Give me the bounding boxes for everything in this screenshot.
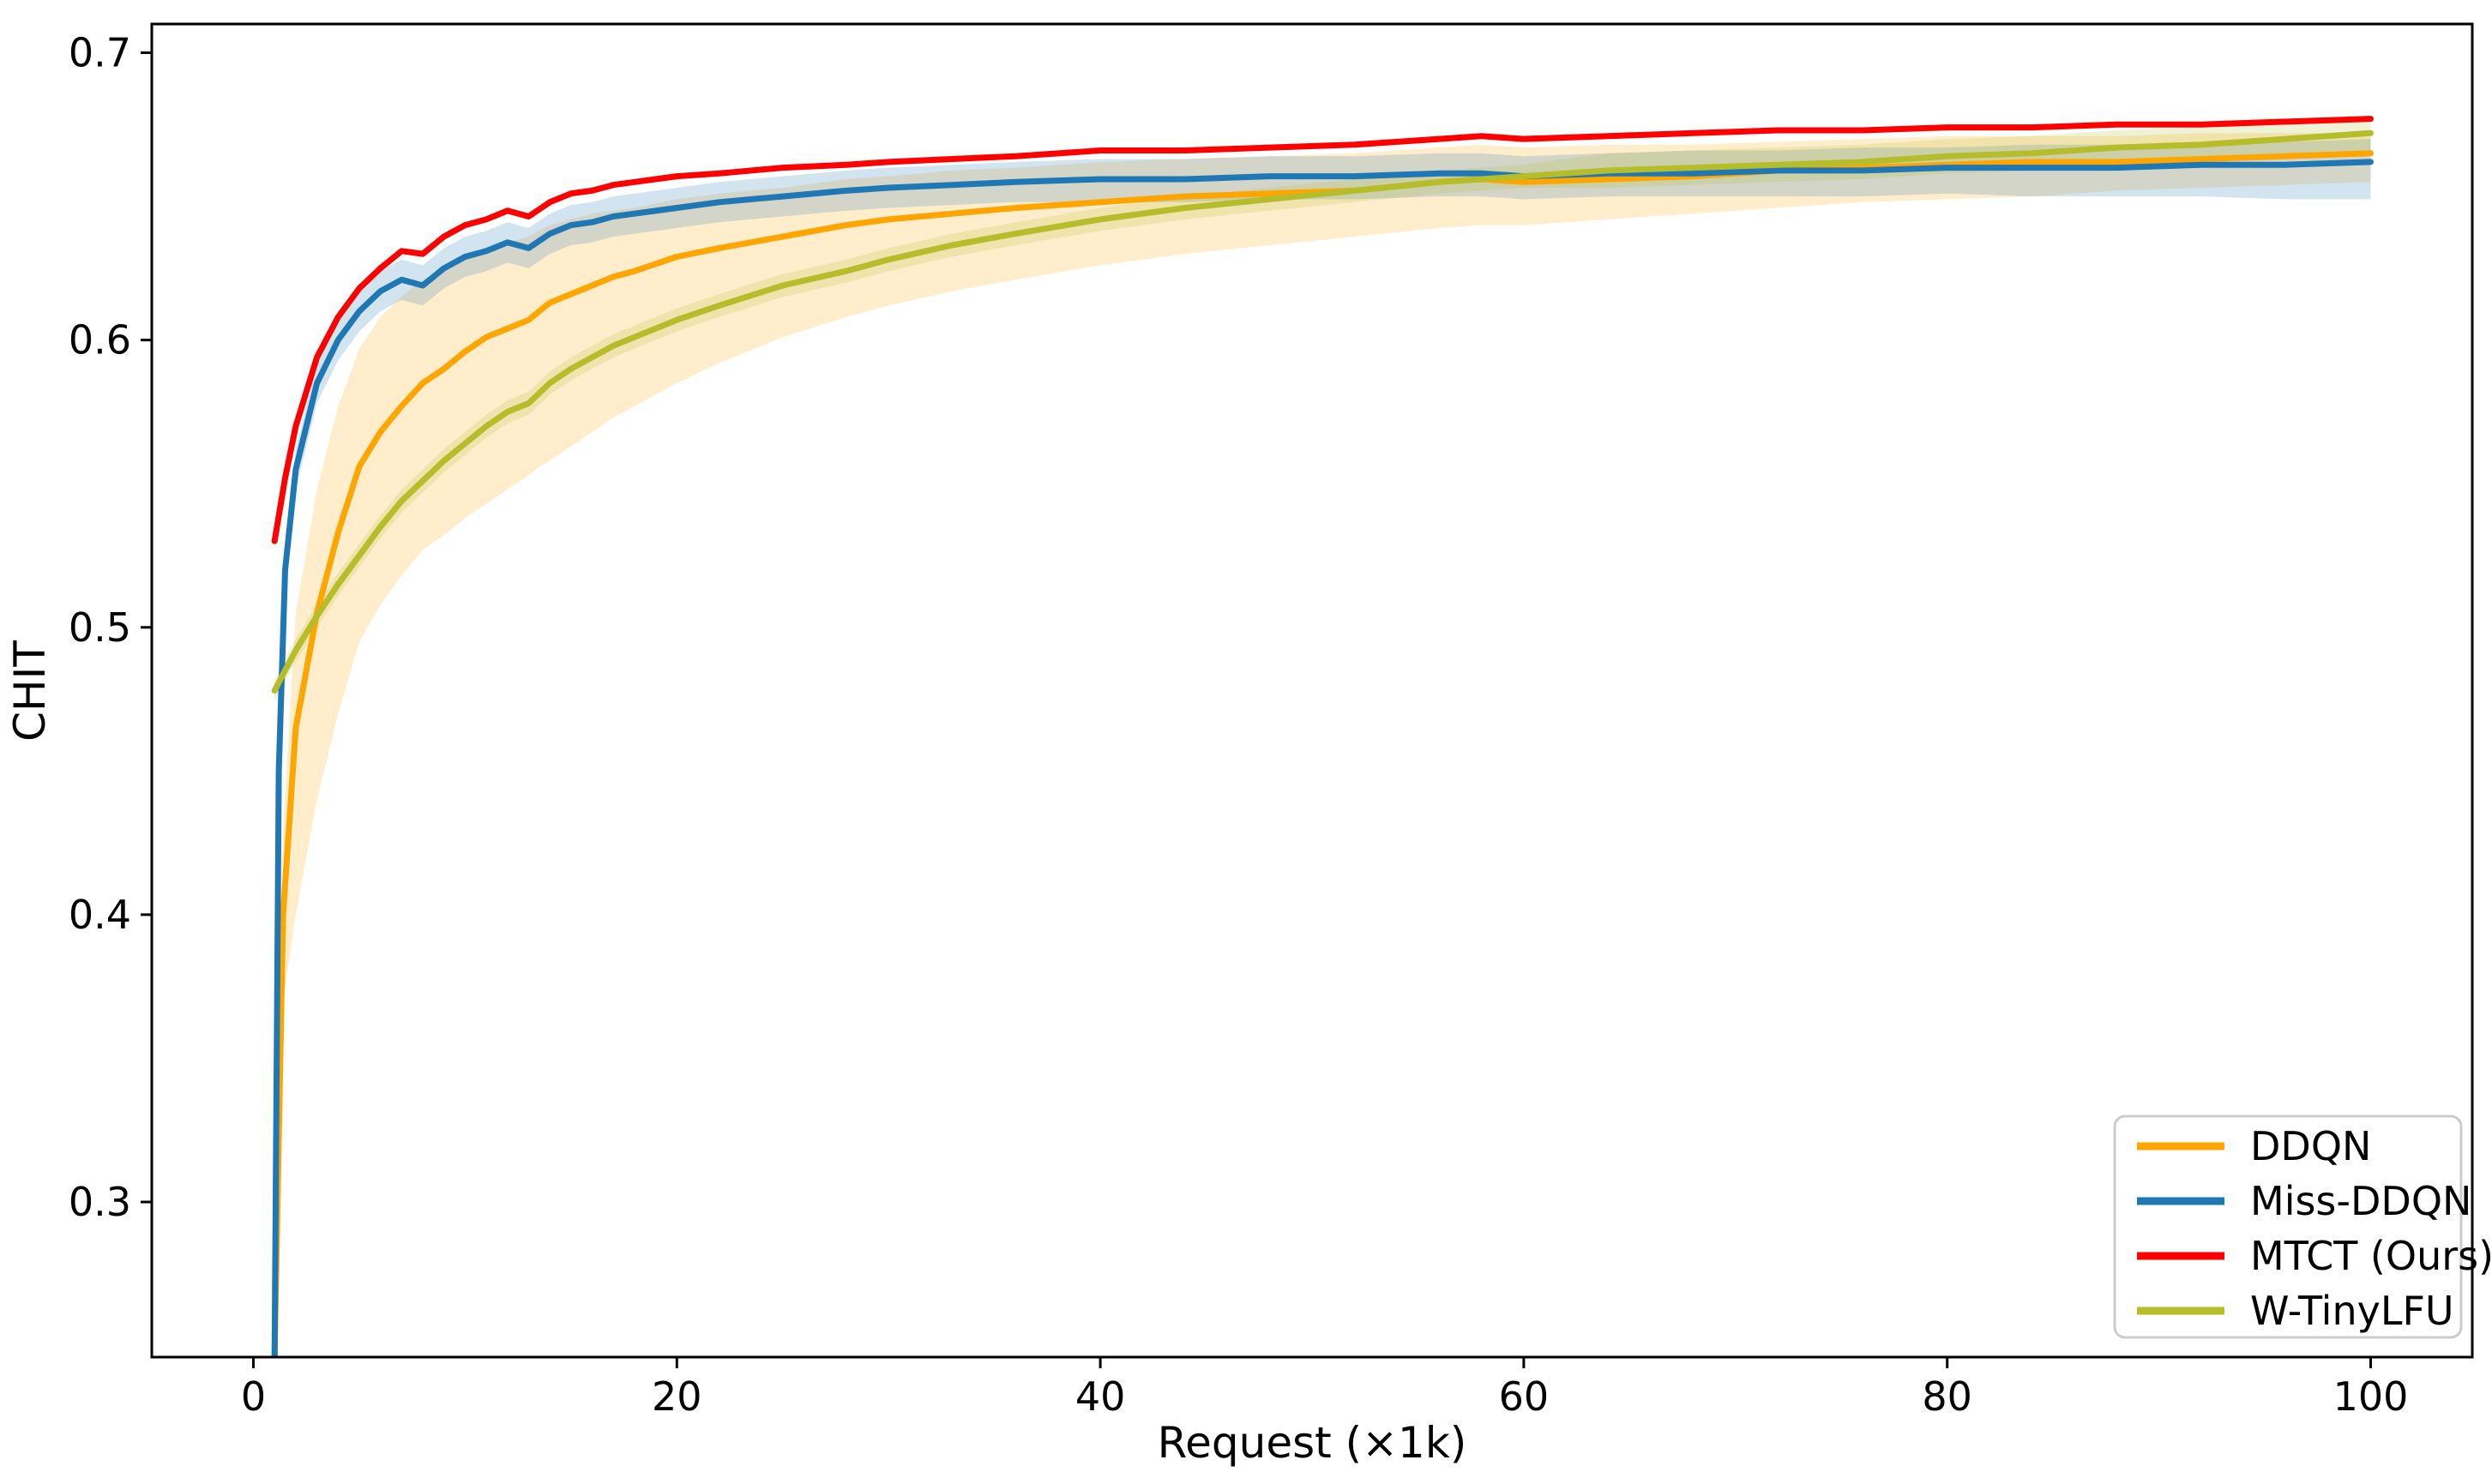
series-line-Miss-DDQN bbox=[271, 159, 2374, 1357]
y-tick-label: 0.7 bbox=[69, 30, 131, 76]
confidence-bands bbox=[274, 116, 2371, 1357]
x-tick-label: 20 bbox=[652, 1373, 702, 1420]
plot-area bbox=[150, 22, 2474, 1359]
series-lines bbox=[271, 116, 2374, 1357]
x-tick-label: 40 bbox=[1075, 1373, 1126, 1420]
legend-item: DDQN bbox=[2137, 1123, 2371, 1169]
legend-item: W-TinyLFU bbox=[2137, 1288, 2454, 1334]
legend-label: MTCT (Ours) bbox=[2250, 1233, 2492, 1279]
legend-box bbox=[2113, 1115, 2463, 1339]
y-tick-label: 0.4 bbox=[69, 892, 131, 938]
x-axis-label: Request (×1k) bbox=[1158, 1418, 1467, 1468]
series-line-MTCT-Ours- bbox=[271, 116, 2374, 544]
legend: DDQN Miss-DDQN MTCT (Ours) W-TinyLFU bbox=[2113, 1115, 2492, 1339]
y-tick-label: 0.3 bbox=[69, 1179, 131, 1225]
legend-item: MTCT (Ours) bbox=[2137, 1233, 2492, 1279]
legend-label: DDQN bbox=[2250, 1123, 2371, 1169]
axis-ticks: 0 20 40 60 80 100 0.3 0.4 0.5 0.6 0.7 bbox=[69, 30, 2409, 1420]
x-tick-label: 60 bbox=[1499, 1373, 1550, 1420]
legend-label: Miss-DDQN bbox=[2250, 1178, 2471, 1224]
y-axis-label: CHIT bbox=[5, 640, 55, 742]
x-tick-label: 0 bbox=[241, 1373, 266, 1420]
y-tick-label: 0.5 bbox=[69, 604, 131, 651]
x-tick-label: 80 bbox=[1922, 1373, 1972, 1420]
legend-label: W-TinyLFU bbox=[2250, 1288, 2454, 1334]
band-DDQN bbox=[274, 133, 2371, 1357]
y-tick-label: 0.6 bbox=[69, 317, 131, 363]
series-line-W-TinyLFU bbox=[271, 129, 2374, 694]
band-Miss-DDQN bbox=[274, 139, 2371, 1357]
x-tick-label: 100 bbox=[2333, 1373, 2409, 1420]
legend-item: Miss-DDQN bbox=[2137, 1178, 2471, 1224]
